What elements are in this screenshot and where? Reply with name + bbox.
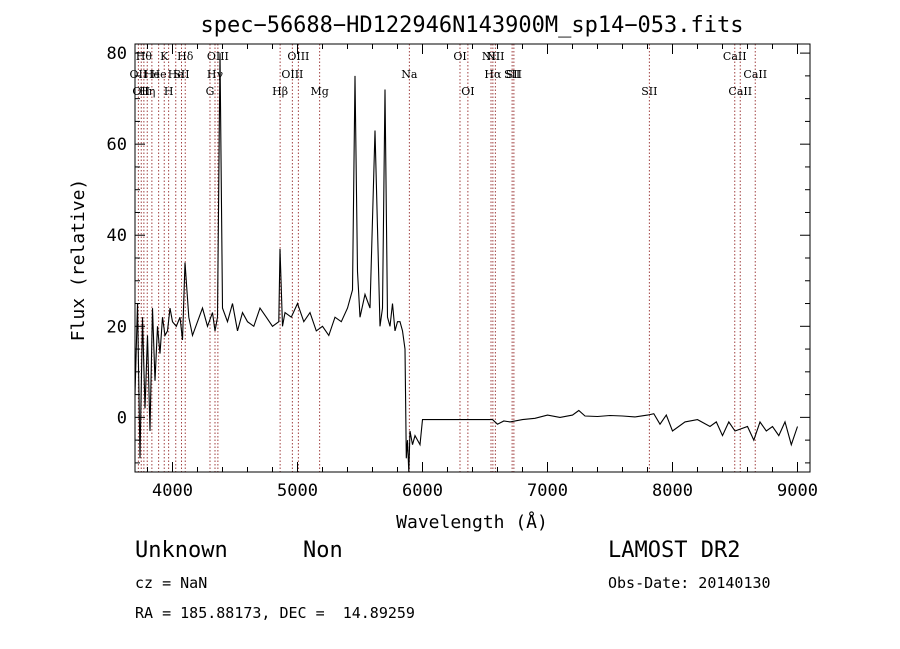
line-label: Hγ bbox=[207, 68, 224, 81]
line-label: Hθ bbox=[136, 50, 153, 63]
line-label: NII bbox=[486, 50, 504, 63]
line-label: OII bbox=[132, 85, 150, 98]
survey-name: LAMOST DR2 bbox=[608, 538, 741, 563]
line-label: OIII bbox=[281, 68, 303, 81]
line-label: Hη bbox=[139, 85, 155, 98]
spectral-line-labels: OIIOIIHθHηHeHeKHHeSIIHδGHγOIIIHβOIIIOIII… bbox=[130, 50, 768, 98]
object-class: Unknown bbox=[135, 538, 228, 563]
line-label: SII bbox=[504, 68, 520, 81]
spectrum-line bbox=[134, 53, 799, 473]
line-label: OIII bbox=[287, 50, 309, 63]
x-axis-label: Wavelength (Å) bbox=[396, 511, 548, 533]
y-tick-label: 20 bbox=[107, 317, 127, 337]
spectrum-chart: spec−56688−HD122946N143900M_sp14−053.fit… bbox=[68, 13, 818, 533]
y-tick-label: 80 bbox=[107, 44, 127, 64]
line-label: He bbox=[151, 68, 167, 81]
line-label: Hδ bbox=[177, 50, 194, 63]
x-tick-label: 9000 bbox=[777, 481, 818, 501]
line-label: He bbox=[168, 68, 184, 81]
x-tick-label: 6000 bbox=[402, 481, 443, 501]
line-label: OII bbox=[130, 68, 148, 81]
line-label: Hα bbox=[484, 68, 502, 81]
line-label: OI bbox=[453, 50, 466, 63]
x-tick-label: 8000 bbox=[652, 481, 693, 501]
x-axis-ticks: 4000 5000 6000 7000 8000 9000 bbox=[147, 44, 818, 501]
x-tick-label: 4000 bbox=[152, 481, 193, 501]
obs-date-text: Obs-Date: 20140130 bbox=[608, 574, 771, 592]
line-label: OI bbox=[461, 85, 474, 98]
line-label: CaII bbox=[743, 68, 767, 81]
line-label: Mg bbox=[310, 85, 328, 98]
plot-frame bbox=[134, 43, 811, 473]
line-label: NII bbox=[482, 50, 500, 63]
coordinates-text: RA = 185.88173, DEC = 14.89259 bbox=[135, 604, 415, 622]
y-tick-label: 40 bbox=[107, 226, 127, 246]
line-label: SII bbox=[641, 85, 657, 98]
chart-title: spec−56688−HD122946N143900M_sp14−053.fit… bbox=[200, 13, 743, 38]
object-subclass: Non bbox=[303, 538, 343, 563]
line-label: Na bbox=[401, 68, 418, 81]
y-tick-label: 0 bbox=[117, 408, 127, 428]
redshift-text: cz = NaN bbox=[135, 574, 208, 592]
line-label: K bbox=[160, 50, 169, 63]
line-label: Hβ bbox=[272, 85, 288, 98]
x-tick-label: 5000 bbox=[277, 481, 318, 501]
line-label: SII bbox=[506, 68, 522, 81]
line-label: SII bbox=[173, 68, 189, 81]
line-label: OIII bbox=[207, 50, 229, 63]
line-label: CaII bbox=[728, 85, 752, 98]
line-label: G bbox=[206, 85, 215, 98]
line-label: H bbox=[164, 85, 174, 98]
line-label: He bbox=[144, 68, 160, 81]
y-axis-label: Flux (relative) bbox=[68, 179, 89, 342]
spectral-line-markers bbox=[137, 44, 756, 472]
x-tick-label: 7000 bbox=[527, 481, 568, 501]
y-tick-label: 60 bbox=[107, 135, 127, 155]
y-axis-ticks: 0 20 40 60 80 bbox=[107, 44, 810, 464]
line-label: CaII bbox=[723, 50, 747, 63]
